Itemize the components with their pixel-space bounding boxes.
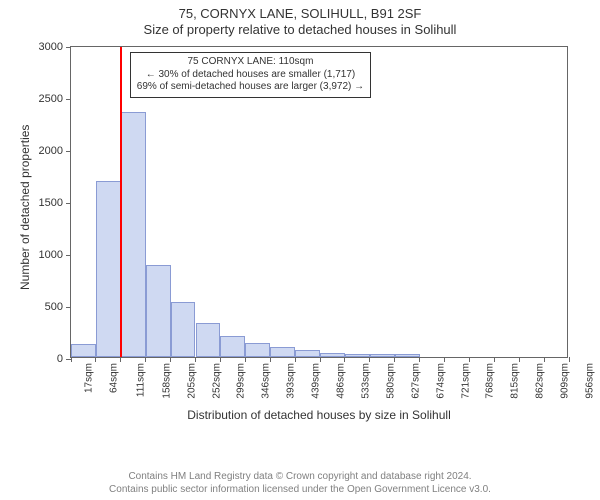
- x-tick: [195, 357, 196, 362]
- histogram-bar: [146, 265, 171, 358]
- x-tick-label: 346sqm: [261, 357, 272, 399]
- x-tick: [71, 357, 72, 362]
- annotation-box: 75 CORNYX LANE: 110sqm ← 30% of detached…: [130, 52, 371, 98]
- histogram-bar: [370, 354, 395, 357]
- x-tick: [270, 357, 271, 362]
- histogram-bar: [395, 354, 420, 357]
- x-tick: [95, 357, 96, 362]
- x-tick-label: 439sqm: [310, 357, 321, 399]
- x-tick-label: 674sqm: [435, 357, 446, 399]
- y-tick-label: 2000: [39, 145, 71, 157]
- annotation-line2: ← 30% of detached houses are smaller (1,…: [137, 69, 364, 82]
- histogram-bar: [245, 343, 270, 358]
- x-tick-label: 158sqm: [161, 357, 172, 399]
- chart-container: 0 500 1000 1500 2000 2500 3000 17sqm 64sqm 111sqm…: [0, 40, 600, 430]
- x-tick: [469, 357, 470, 362]
- x-tick: [320, 357, 321, 362]
- histogram-bar: [220, 336, 245, 358]
- y-tick-label: 0: [57, 353, 71, 365]
- footer-line1: Contains HM Land Registry data © Crown c…: [0, 471, 600, 484]
- x-tick: [394, 357, 395, 362]
- x-tick-label: 956sqm: [584, 357, 595, 399]
- x-tick-label: 205sqm: [186, 357, 197, 399]
- x-tick: [544, 357, 545, 362]
- x-tick: [569, 357, 570, 362]
- x-tick-label: 111sqm: [135, 357, 146, 397]
- histogram-bar: [270, 347, 295, 357]
- x-tick-label: 580sqm: [385, 357, 396, 399]
- x-tick: [494, 357, 495, 362]
- x-axis-label: Distribution of detached houses by size …: [70, 408, 568, 422]
- x-tick: [444, 357, 445, 362]
- x-tick-label: 299sqm: [236, 357, 247, 399]
- annotation-line3: 69% of semi-detached houses are larger (…: [137, 81, 364, 94]
- x-tick-label: 815sqm: [510, 357, 521, 399]
- page-title-subtitle: Size of property relative to detached ho…: [0, 22, 600, 39]
- y-tick-label: 1000: [39, 249, 71, 261]
- x-tick-label: 909sqm: [559, 357, 570, 399]
- x-tick-label: 862sqm: [534, 357, 545, 399]
- x-tick-label: 486sqm: [335, 357, 346, 399]
- x-tick-label: 393sqm: [285, 357, 296, 399]
- x-tick-label: 17sqm: [84, 357, 95, 393]
- histogram-bar: [196, 323, 221, 357]
- x-tick-label: 721sqm: [460, 357, 471, 399]
- histogram-bar: [171, 302, 196, 357]
- histogram-bar: [320, 353, 345, 358]
- histogram-bar: [121, 112, 146, 357]
- y-tick-label: 2500: [39, 93, 71, 105]
- x-tick: [344, 357, 345, 362]
- y-axis-label: Number of detached properties: [18, 124, 32, 289]
- x-tick: [295, 357, 296, 362]
- footer: Contains HM Land Registry data © Crown c…: [0, 471, 600, 496]
- x-tick: [419, 357, 420, 362]
- x-tick-label: 627sqm: [410, 357, 421, 399]
- y-tick-label: 1500: [39, 197, 71, 209]
- x-tick: [170, 357, 171, 362]
- histogram-bar: [71, 344, 96, 358]
- x-tick: [369, 357, 370, 362]
- y-tick-label: 500: [45, 301, 71, 313]
- footer-line2: Contains public sector information licen…: [0, 484, 600, 497]
- x-tick-label: 64sqm: [108, 357, 119, 393]
- x-tick: [120, 357, 121, 362]
- histogram-bar: [295, 350, 320, 357]
- page-title-address: 75, CORNYX LANE, SOLIHULL, B91 2SF: [0, 6, 600, 22]
- x-tick-label: 533sqm: [360, 357, 371, 399]
- y-tick-label: 3000: [39, 41, 71, 53]
- histogram-bar: [96, 181, 121, 358]
- annotation-line1: 75 CORNYX LANE: 110sqm: [137, 56, 364, 69]
- histogram-bar: [345, 354, 370, 358]
- x-tick: [145, 357, 146, 362]
- x-tick-label: 252sqm: [211, 357, 222, 399]
- x-tick-label: 768sqm: [485, 357, 496, 399]
- x-tick: [519, 357, 520, 362]
- x-tick: [220, 357, 221, 362]
- marker-line: [120, 47, 122, 357]
- x-tick: [245, 357, 246, 362]
